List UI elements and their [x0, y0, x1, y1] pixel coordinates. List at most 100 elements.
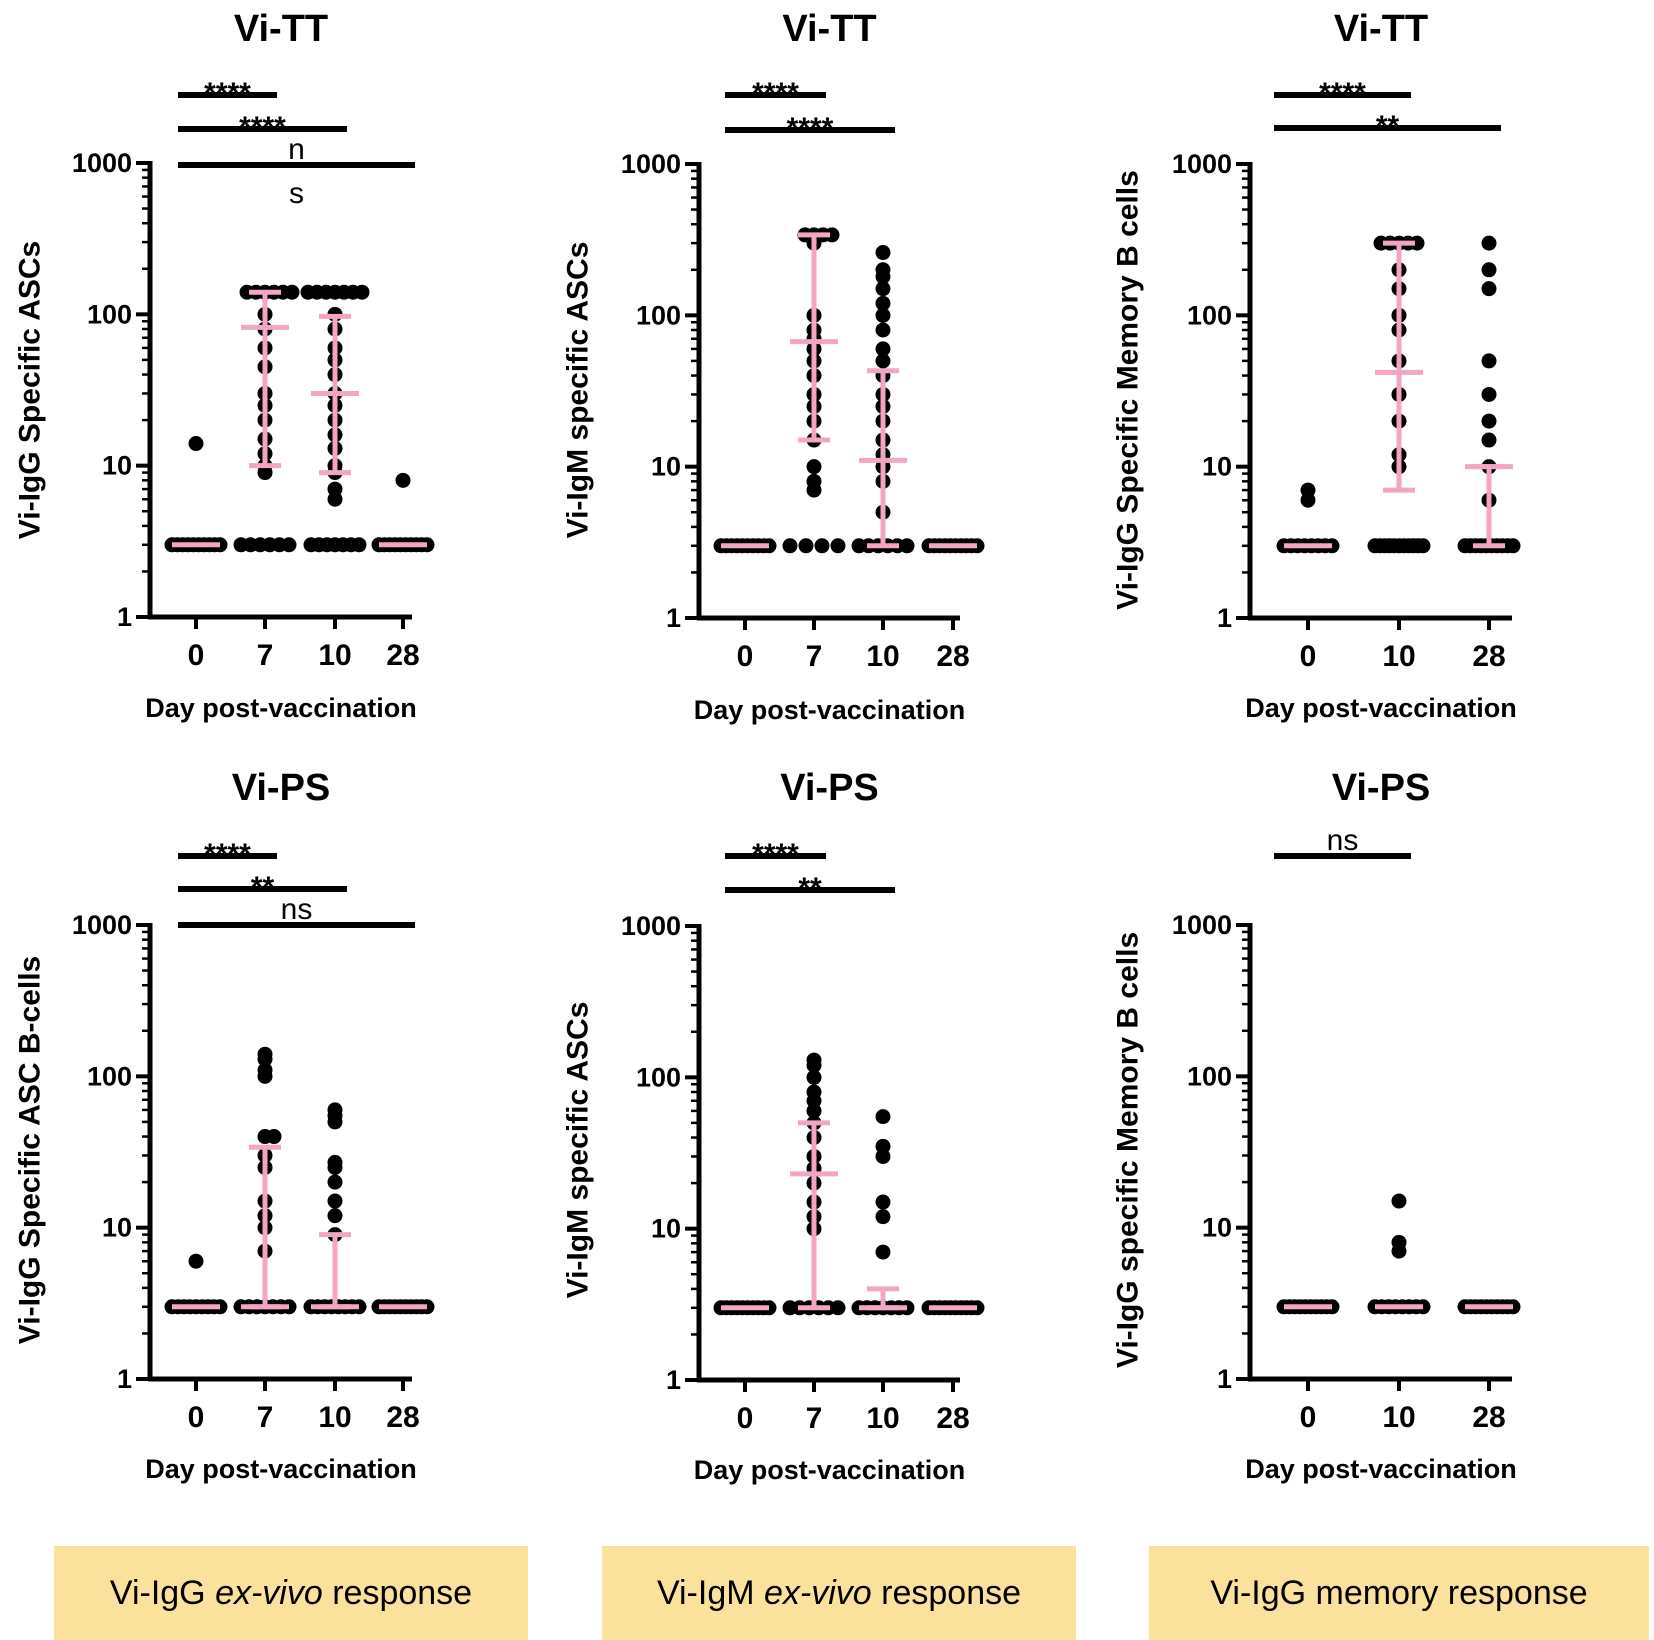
data-point [899, 538, 915, 554]
data-point [1391, 1193, 1407, 1209]
y-tick-label: 100 [636, 1062, 681, 1092]
y-tick-label: 10 [102, 1213, 132, 1243]
data-point [1481, 353, 1497, 369]
y-tick-label: 1 [666, 1365, 681, 1395]
y-tick-label: 1000 [621, 149, 681, 179]
panel-title: Vi-TT [782, 8, 876, 50]
x-tick-label: 0 [188, 1401, 205, 1434]
y-tick-label: 100 [87, 1061, 132, 1091]
data-point [327, 1193, 343, 1209]
y-tick-label: 1 [1217, 1364, 1232, 1394]
y-axis-label: Vi-IgM specific ASCs [562, 1002, 595, 1299]
significance-label: ** [251, 871, 275, 904]
y-tick-label: 1000 [72, 148, 132, 178]
data-point [1481, 281, 1497, 297]
x-axis-label: Day post-vaccination [145, 693, 417, 723]
data-point [806, 1069, 822, 1085]
legend-igg-exvivo-prefix: Vi-IgG [109, 1573, 216, 1612]
x-tick-label: 10 [1382, 1401, 1415, 1434]
x-tick-label: 0 [1300, 640, 1317, 673]
data-point [257, 1046, 273, 1062]
significance-label: **** [752, 77, 799, 110]
panel-1: Vi-TT Vi-IgG Specific ASCs 1 10 100 1000 0 7 10 2… [14, 8, 435, 723]
data-point [1481, 262, 1497, 278]
data-point [875, 322, 891, 338]
x-axis-label: Day post-vaccination [145, 1454, 417, 1484]
data-point [1481, 386, 1497, 402]
data-point [806, 459, 822, 475]
data-point [354, 284, 370, 300]
significance-label: **** [752, 838, 799, 871]
data-point [1481, 235, 1497, 251]
data-point [814, 538, 830, 554]
x-tick-label: 10 [1382, 640, 1415, 673]
panel-title: Vi-TT [1334, 8, 1428, 50]
y-tick-label: 1 [117, 602, 132, 632]
data-point [875, 1109, 891, 1125]
y-tick-label: 100 [1187, 1061, 1232, 1091]
y-axis-label: Vi-IgG Specific ASCs [14, 241, 47, 539]
data-point [327, 1102, 343, 1118]
panel-6: Vi-PS Vi-IgG specific Memory B cells 1 10 10… [1112, 767, 1521, 1484]
x-tick-label: 7 [257, 639, 274, 672]
data-point [327, 1154, 343, 1170]
data-point [806, 473, 822, 489]
data-point [1391, 1234, 1407, 1250]
data-point [1481, 413, 1497, 429]
panel-title: Vi-TT [234, 8, 328, 50]
data-point [875, 307, 891, 323]
x-axis-label: Day post-vaccination [694, 695, 966, 725]
significance-label: ns [281, 893, 313, 926]
legend-igg-memory-text: Vi-IgG memory response [1210, 1573, 1588, 1612]
panel-3: Vi-TT Vi-IgG Specific Memory B cells 1 10 10… [1112, 8, 1521, 723]
y-tick-label: 10 [1202, 452, 1232, 482]
data-point [875, 245, 891, 261]
data-point [875, 281, 891, 297]
significance-label: ** [1376, 110, 1400, 143]
significance-label: **** [787, 112, 834, 145]
significance-label-continued: s [289, 177, 304, 210]
data-point [875, 353, 891, 369]
data-point [1481, 432, 1497, 448]
x-tick-label: 28 [936, 1402, 969, 1435]
data-point [875, 1138, 891, 1154]
legend-igm-exvivo: Vi-IgM ex-vivo response [602, 1546, 1076, 1640]
panel-title: Vi-PS [780, 767, 879, 809]
x-tick-label: 7 [257, 1401, 274, 1434]
data-point [327, 1174, 343, 1190]
x-tick-label: 28 [936, 640, 969, 673]
data-point [284, 284, 300, 300]
x-tick-label: 28 [1472, 640, 1505, 673]
data-point [830, 1300, 846, 1316]
data-point [1415, 538, 1431, 554]
y-tick-label: 100 [87, 299, 132, 329]
data-point [1409, 235, 1425, 251]
significance-label: ** [798, 872, 822, 905]
data-point [806, 1084, 822, 1100]
data-point [824, 227, 840, 243]
legend-igm-exvivo-italic: ex-vivo [764, 1573, 872, 1612]
data-point [351, 537, 367, 553]
y-tick-label: 100 [1187, 300, 1232, 330]
x-tick-label: 0 [737, 640, 754, 673]
data-point [1505, 538, 1521, 554]
legend-igg-exvivo-suffix: response [322, 1573, 473, 1612]
data-point [782, 538, 798, 554]
data-point [257, 1062, 273, 1078]
panel-title: Vi-PS [232, 767, 331, 809]
data-point [300, 284, 316, 300]
legend-igg-exvivo: Vi-IgG ex-vivo response [54, 1546, 528, 1640]
x-tick-label: 28 [1472, 1401, 1505, 1434]
y-tick-label: 10 [651, 1214, 681, 1244]
y-tick-label: 10 [102, 451, 132, 481]
significance-label: n [288, 133, 305, 166]
data-point [875, 1244, 891, 1260]
x-axis-label: Day post-vaccination [1245, 693, 1517, 723]
data-point [327, 481, 343, 497]
significance-label: **** [1319, 77, 1366, 110]
panel-5: Vi-PS Vi-IgM specific ASCs 1 10 100 1000 0 7 10 2… [562, 767, 985, 1485]
data-point [806, 1052, 822, 1068]
y-axis-label: Vi-IgM specific ASCs [562, 242, 595, 539]
x-tick-label: 10 [866, 640, 899, 673]
